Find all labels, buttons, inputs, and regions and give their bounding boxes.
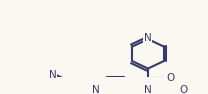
Text: N: N — [144, 85, 152, 94]
Text: N: N — [49, 70, 57, 80]
Text: N: N — [144, 33, 152, 43]
Text: O: O — [180, 85, 188, 94]
Text: O: O — [167, 73, 175, 83]
Text: N: N — [92, 85, 100, 94]
